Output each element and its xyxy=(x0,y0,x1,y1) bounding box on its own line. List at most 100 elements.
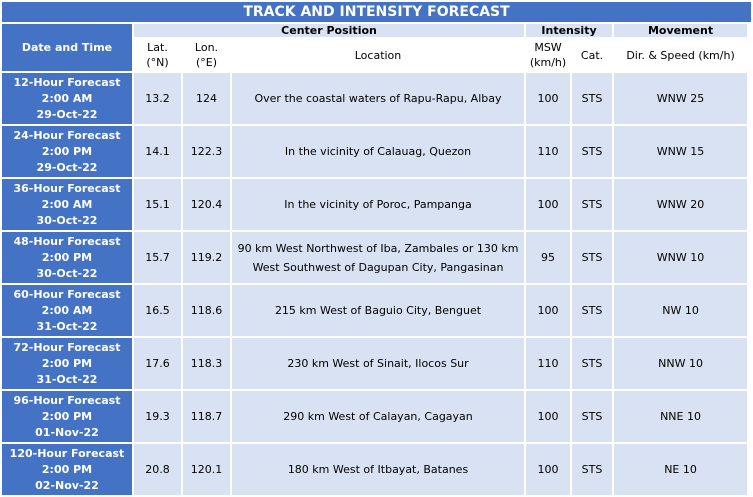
lon-cell: 120.4 xyxy=(183,179,230,230)
forecast-label: 60-Hour Forecast xyxy=(13,288,121,301)
lat-cell: 20.8 xyxy=(134,444,181,495)
header-lon-unit: (°E) xyxy=(195,56,218,69)
forecast-clock: 2:00 PM xyxy=(41,145,93,158)
forecast-table: Date and Time Center Position Intensity … xyxy=(0,22,749,497)
forecast-date: 31-Oct-22 xyxy=(36,373,98,386)
forecast-time-cell: 120-Hour Forecast 2:00 PM 02-Nov-22 xyxy=(2,444,132,495)
header-msw-unit: (km/h) xyxy=(529,56,567,69)
header-row-sub: Lat. (°N) Lon. (°E) Location MSW (km/h) … xyxy=(2,39,748,71)
forecast-time-cell: 72-Hour Forecast 2:00 PM 31-Oct-22 xyxy=(2,338,132,389)
forecast-clock: 2:00 PM xyxy=(41,410,93,423)
lon-cell: 118.3 xyxy=(183,338,230,389)
table-row: 12-Hour Forecast 2:00 AM 29-Oct-22 13.2 … xyxy=(2,73,748,124)
lat-cell: 15.1 xyxy=(134,179,181,230)
forecast-date: 02-Nov-22 xyxy=(35,479,99,492)
header-lat: Lat. (°N) xyxy=(134,39,181,71)
header-msw: MSW (km/h) xyxy=(526,39,571,71)
table-row: 120-Hour Forecast 2:00 PM 02-Nov-22 20.8… xyxy=(2,444,748,495)
lon-cell: 119.2 xyxy=(183,232,230,283)
category-cell: STS xyxy=(572,444,613,495)
lat-cell: 13.2 xyxy=(134,73,181,124)
header-movement: Movement xyxy=(614,24,748,37)
movement-cell: NW 10 xyxy=(614,285,748,336)
forecast-clock: 2:00 AM xyxy=(41,304,93,317)
forecast-date: 30-Oct-22 xyxy=(36,267,98,280)
movement-cell: NNW 10 xyxy=(614,338,748,389)
location-cell: In the vicinity of Poroc, Pampanga xyxy=(232,179,525,230)
forecast-clock: 2:00 AM xyxy=(41,198,93,211)
movement-cell: WNW 10 xyxy=(614,232,748,283)
lat-cell: 19.3 xyxy=(134,391,181,442)
table-row: 60-Hour Forecast 2:00 AM 31-Oct-22 16.5 … xyxy=(2,285,748,336)
category-cell: STS xyxy=(572,179,613,230)
lat-cell: 14.1 xyxy=(134,126,181,177)
header-date-time: Date and Time xyxy=(2,24,132,71)
header-intensity: Intensity xyxy=(526,24,613,37)
forecast-label: 48-Hour Forecast xyxy=(13,235,121,248)
forecast-clock: 2:00 PM xyxy=(41,251,93,264)
forecast-time-cell: 36-Hour Forecast 2:00 AM 30-Oct-22 xyxy=(2,179,132,230)
msw-cell: 100 xyxy=(526,73,571,124)
table-row: 24-Hour Forecast 2:00 PM 29-Oct-22 14.1 … xyxy=(2,126,748,177)
category-cell: STS xyxy=(572,232,613,283)
movement-cell: NNE 10 xyxy=(614,391,748,442)
forecast-rows: 12-Hour Forecast 2:00 AM 29-Oct-22 13.2 … xyxy=(2,73,748,495)
category-cell: STS xyxy=(572,285,613,336)
category-cell: STS xyxy=(572,391,613,442)
forecast-date: 29-Oct-22 xyxy=(36,161,98,174)
forecast-label: 36-Hour Forecast xyxy=(13,182,121,195)
header-lat-label: Lat. xyxy=(147,41,168,54)
header-lat-unit: (°N) xyxy=(146,56,169,69)
forecast-date: 30-Oct-22 xyxy=(36,214,98,227)
category-cell: STS xyxy=(572,73,613,124)
forecast-time-cell: 24-Hour Forecast 2:00 PM 29-Oct-22 xyxy=(2,126,132,177)
location-cell: 180 km West of Itbayat, Batanes xyxy=(232,444,525,495)
movement-cell: WNW 25 xyxy=(614,73,748,124)
lat-cell: 17.6 xyxy=(134,338,181,389)
msw-cell: 110 xyxy=(526,338,571,389)
movement-cell: NE 10 xyxy=(614,444,748,495)
forecast-label: 24-Hour Forecast xyxy=(13,129,121,142)
forecast-clock: 2:00 PM xyxy=(41,463,93,476)
header-center-position: Center Position xyxy=(134,24,525,37)
forecast-time-cell: 60-Hour Forecast 2:00 AM 31-Oct-22 xyxy=(2,285,132,336)
location-cell: Over the coastal waters of Rapu-Rapu, Al… xyxy=(232,73,525,124)
header-lon: Lon. (°E) xyxy=(183,39,230,71)
msw-cell: 100 xyxy=(526,444,571,495)
forecast-label: 120-Hour Forecast xyxy=(9,447,125,460)
lon-cell: 118.7 xyxy=(183,391,230,442)
category-cell: STS xyxy=(572,126,613,177)
category-cell: STS xyxy=(572,338,613,389)
header-row-top: Date and Time Center Position Intensity … xyxy=(2,24,748,71)
location-cell: 90 km West Northwest of Iba, Zambales or… xyxy=(232,232,525,283)
header-msw-label: MSW xyxy=(534,41,562,54)
location-cell: In the vicinity of Calauag, Quezon xyxy=(232,126,525,177)
table-row: 96-Hour Forecast 2:00 PM 01-Nov-22 19.3 … xyxy=(2,391,748,442)
msw-cell: 100 xyxy=(526,179,571,230)
msw-cell: 100 xyxy=(526,285,571,336)
lat-cell: 16.5 xyxy=(134,285,181,336)
location-cell: 230 km West of Sinait, Ilocos Sur xyxy=(232,338,525,389)
forecast-date: 29-Oct-22 xyxy=(36,108,98,121)
forecast-clock: 2:00 PM xyxy=(41,357,93,370)
header-cat: Cat. xyxy=(572,39,613,71)
table-row: 72-Hour Forecast 2:00 PM 31-Oct-22 17.6 … xyxy=(2,338,748,389)
lon-cell: 118.6 xyxy=(183,285,230,336)
header-dir-speed: Dir. & Speed (km/h) xyxy=(614,39,748,71)
msw-cell: 110 xyxy=(526,126,571,177)
location-cell: 290 km West of Calayan, Cagayan xyxy=(232,391,525,442)
lon-cell: 120.1 xyxy=(183,444,230,495)
table-title: TRACK AND INTENSITY FORECAST xyxy=(2,2,751,22)
msw-cell: 100 xyxy=(526,391,571,442)
forecast-label: 12-Hour Forecast xyxy=(13,76,121,89)
forecast-date: 01-Nov-22 xyxy=(35,426,99,439)
forecast-clock: 2:00 AM xyxy=(41,92,93,105)
table-row: 36-Hour Forecast 2:00 AM 30-Oct-22 15.1 … xyxy=(2,179,748,230)
header-lon-label: Lon. xyxy=(194,41,219,54)
lon-cell: 124 xyxy=(183,73,230,124)
msw-cell: 95 xyxy=(526,232,571,283)
lon-cell: 122.3 xyxy=(183,126,230,177)
header-location: Location xyxy=(232,39,525,71)
forecast-time-cell: 96-Hour Forecast 2:00 PM 01-Nov-22 xyxy=(2,391,132,442)
